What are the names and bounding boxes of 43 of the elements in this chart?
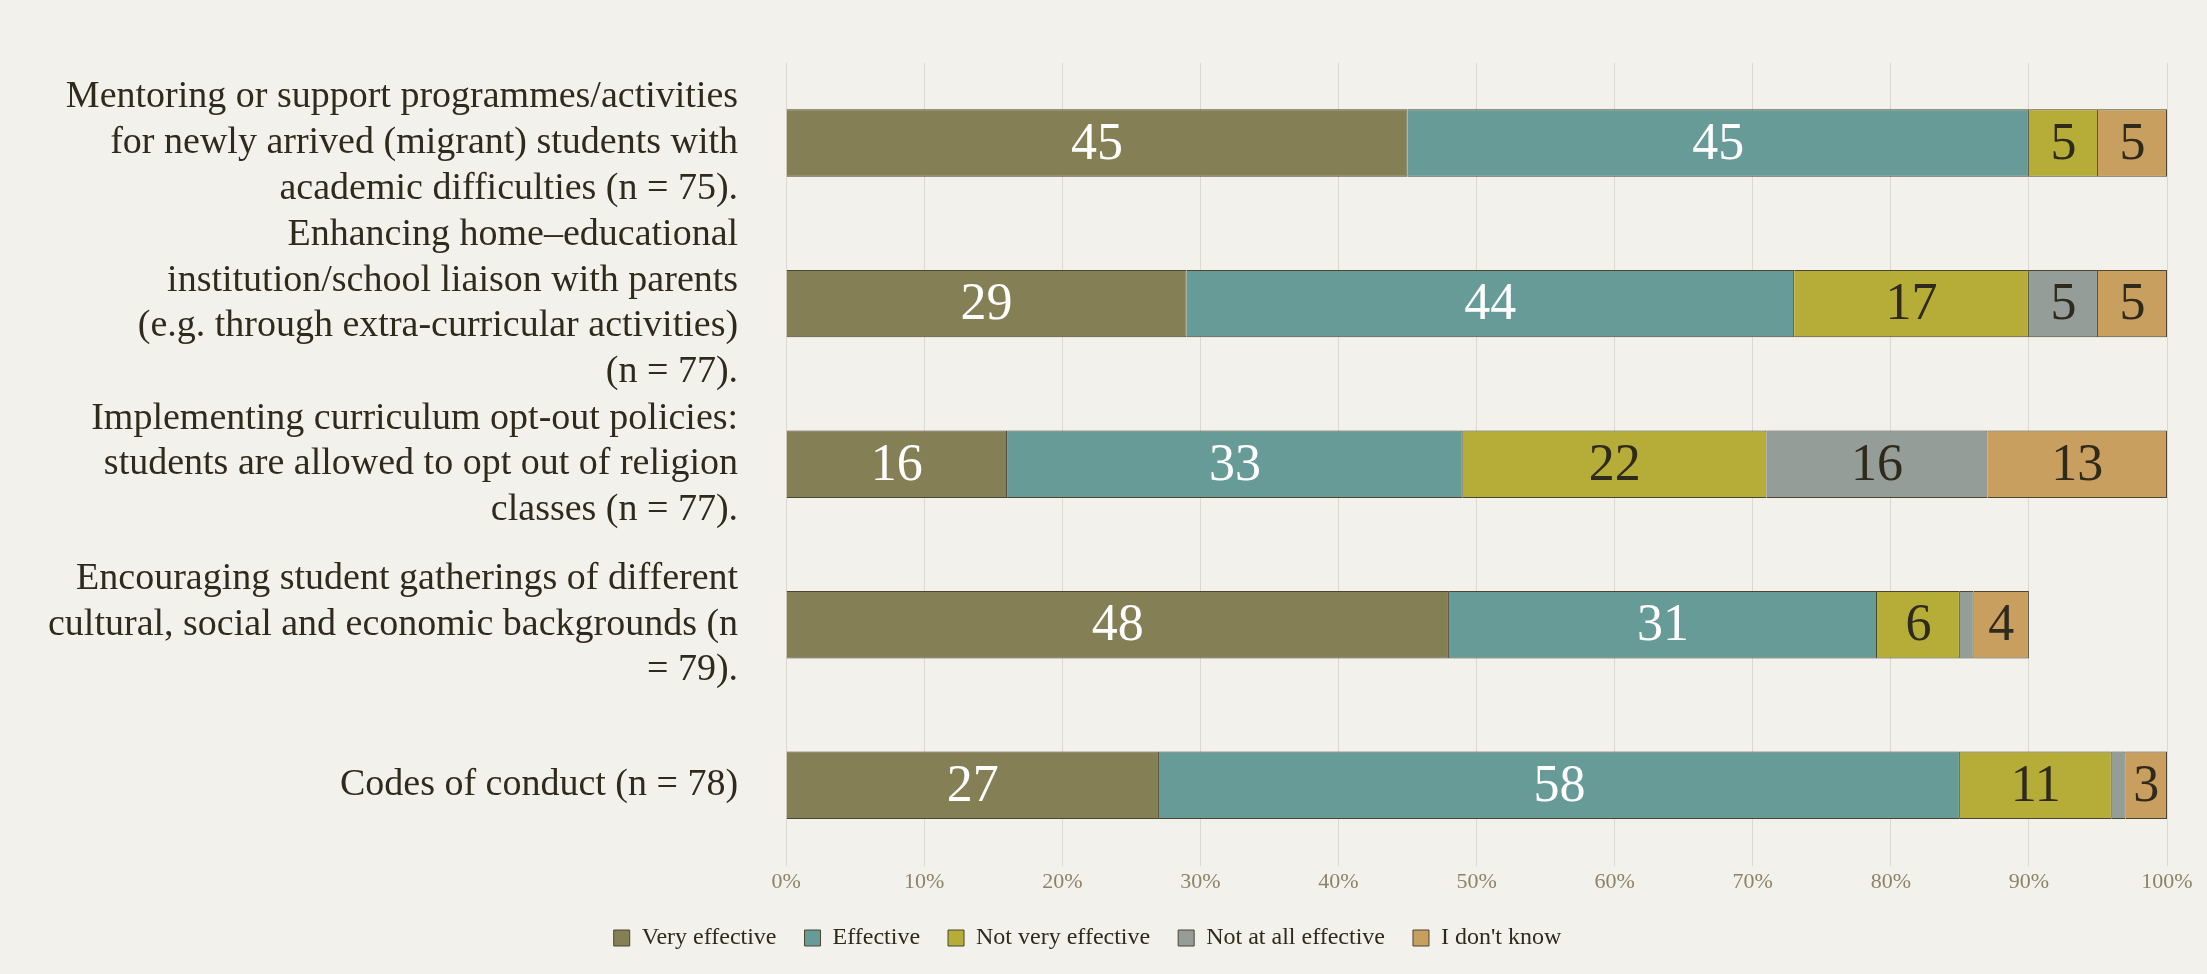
- data-label: 31: [1636, 594, 1689, 652]
- data-label: 58: [1533, 754, 1586, 812]
- data-label: 17: [1885, 273, 1938, 331]
- data-label: 44: [1464, 273, 1517, 331]
- data-label: 13: [2051, 433, 2104, 491]
- x-tick-label: 30%: [1180, 867, 1221, 893]
- x-tick-label: 0%: [771, 867, 801, 893]
- x-tick-label: 80%: [1870, 867, 1911, 893]
- data-label: 4: [1988, 594, 2015, 652]
- data-label: 16: [1851, 433, 1904, 491]
- data-label: 27: [946, 754, 999, 812]
- legend-label: Effective: [832, 923, 921, 950]
- data-label: 29: [960, 273, 1013, 331]
- y-tick-label: Mentoring or support programmes/activities for newly arrived (migrant) students with academic difficulties (n = 75).: [65, 73, 739, 208]
- legend-label: Not very effective: [976, 923, 1151, 950]
- data-label: 5: [2119, 273, 2146, 331]
- x-tick-label: 10%: [904, 867, 945, 893]
- data-label: 45: [1071, 112, 1124, 170]
- legend-label: Very effective: [641, 923, 777, 950]
- x-tick-label: 60%: [1594, 867, 1635, 893]
- y-tick-label: Implementing curriculum opt-out policies: students are allowed to opt out of religion classes (n = 77).: [91, 394, 739, 529]
- x-tick-label: 40%: [1318, 867, 1359, 893]
- data-label: 5: [2050, 273, 2077, 331]
- x-tick-label: 70%: [1732, 867, 1773, 893]
- y-tick-label: Enhancing home–educational institution/school liaison with parents (e.g. through extra-curricular activities) (n = 77).: [137, 211, 739, 392]
- data-label: 5: [2050, 112, 2077, 170]
- x-tick-label: 50%: [1456, 867, 1497, 893]
- data-label: 11: [2010, 754, 2061, 812]
- y-tick-label: Codes of conduct (n = 78): [339, 761, 739, 805]
- data-label: 3: [2133, 754, 2160, 812]
- x-tick-label: 20%: [1042, 867, 1083, 893]
- x-tick-label: 90%: [2008, 867, 2050, 893]
- data-label: 45: [1692, 112, 1745, 170]
- data-label: 48: [1091, 594, 1144, 652]
- data-label: 6: [1905, 594, 1932, 652]
- legend-label: I don't know: [1440, 923, 1562, 950]
- data-label: 5: [2119, 112, 2146, 170]
- data-label: 33: [1208, 433, 1261, 491]
- y-tick-label: Encouraging student gatherings of different cultural, social and economic backgrounds (n = 79).: [48, 555, 739, 690]
- legend-label: Not at all effective: [1206, 923, 1385, 950]
- data-label: 22: [1588, 433, 1641, 491]
- x-tick-label: 100%: [2141, 867, 2193, 893]
- data-label: 16: [870, 433, 923, 491]
